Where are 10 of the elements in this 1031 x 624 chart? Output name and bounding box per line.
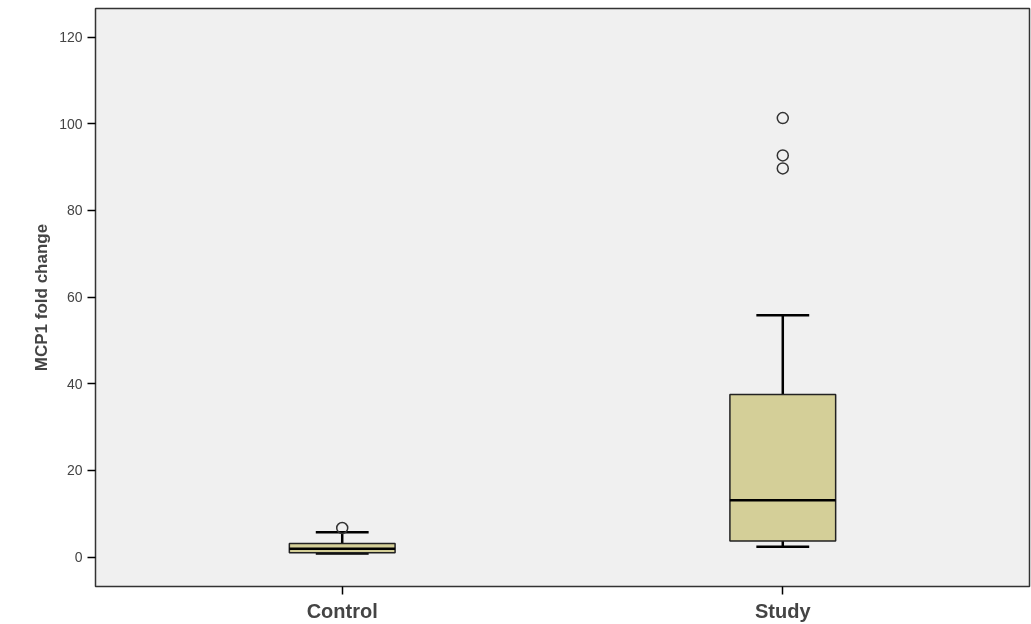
y-tick-label: 20 — [66, 462, 83, 479]
y-tick-label: 60 — [66, 289, 83, 306]
y-tick-label: 0 — [74, 549, 83, 566]
x-tick-label: Control — [306, 599, 378, 622]
y-tick-label: 100 — [59, 115, 83, 132]
y-axis-title: MCP1 fold change — [32, 223, 52, 372]
y-tick-label: 80 — [66, 202, 83, 219]
x-tick-label: Study — [755, 599, 812, 622]
y-tick-label: 40 — [66, 375, 83, 392]
y-tick-label: 120 — [59, 29, 83, 46]
